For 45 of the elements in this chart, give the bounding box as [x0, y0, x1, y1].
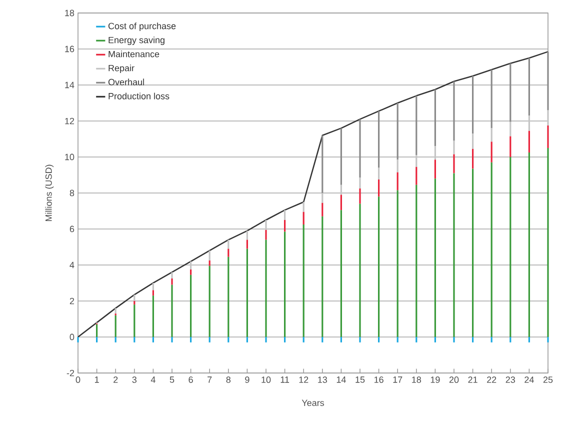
x-tick-label: 24	[524, 376, 534, 383]
y-tick-label: 10	[65, 154, 74, 160]
x-tick-label: 8	[226, 376, 231, 383]
x-axis-title: Years	[302, 400, 324, 406]
x-tick-label: 18	[412, 376, 422, 383]
x-tick-label: 15	[356, 376, 365, 383]
y-tick-label: 14	[65, 82, 74, 88]
y-tick-label: 6	[70, 226, 74, 232]
legend-label: Maintenance	[108, 50, 160, 58]
y-tick-label: 4	[70, 262, 74, 268]
legend-label: Cost of purchase	[108, 22, 176, 31]
x-tick-label: 19	[430, 376, 440, 383]
y-tick-label: 16	[65, 46, 74, 52]
y-tick-label: 2	[70, 298, 74, 304]
x-tick-label: 9	[245, 376, 250, 383]
legend-label: Overhaul	[108, 78, 144, 86]
x-tick-label: 10	[262, 376, 271, 383]
x-tick-label: 6	[188, 376, 193, 383]
x-tick-label: 23	[506, 376, 515, 383]
x-tick-label: 20	[449, 376, 459, 383]
x-tick-label: 4	[150, 376, 156, 383]
y-tick-label: 8	[70, 190, 74, 196]
x-tick-label: 1	[94, 376, 99, 383]
x-tick-label: 3	[132, 376, 137, 383]
x-tick-label: 2	[114, 376, 118, 383]
x-tick-label: 7	[208, 376, 212, 383]
x-tick-label: 22	[487, 376, 496, 383]
x-tick-label: 11	[280, 376, 290, 383]
x-tick-label: 13	[318, 376, 328, 383]
x-tick-label: 5	[170, 376, 174, 383]
y-axis-title: Millions (USD)	[45, 164, 54, 222]
y-tick-label: 12	[65, 118, 74, 124]
x-tick-label: 16	[374, 376, 384, 383]
x-tick-label: 0	[76, 376, 80, 383]
legend-label: Production loss	[108, 92, 170, 100]
x-tick-label: 12	[299, 376, 308, 383]
legend-label: Energy saving	[108, 36, 164, 46]
y-tick-label: 18	[65, 10, 74, 16]
y-tick-label: -2	[66, 370, 74, 376]
legend-label: Repair	[108, 64, 134, 74]
y-tick-label: 0	[70, 334, 74, 340]
x-tick-label: 14	[336, 376, 346, 383]
x-tick-label: 25	[543, 376, 553, 383]
x-tick-label: 17	[393, 376, 402, 383]
x-tick-label: 21	[468, 376, 478, 383]
